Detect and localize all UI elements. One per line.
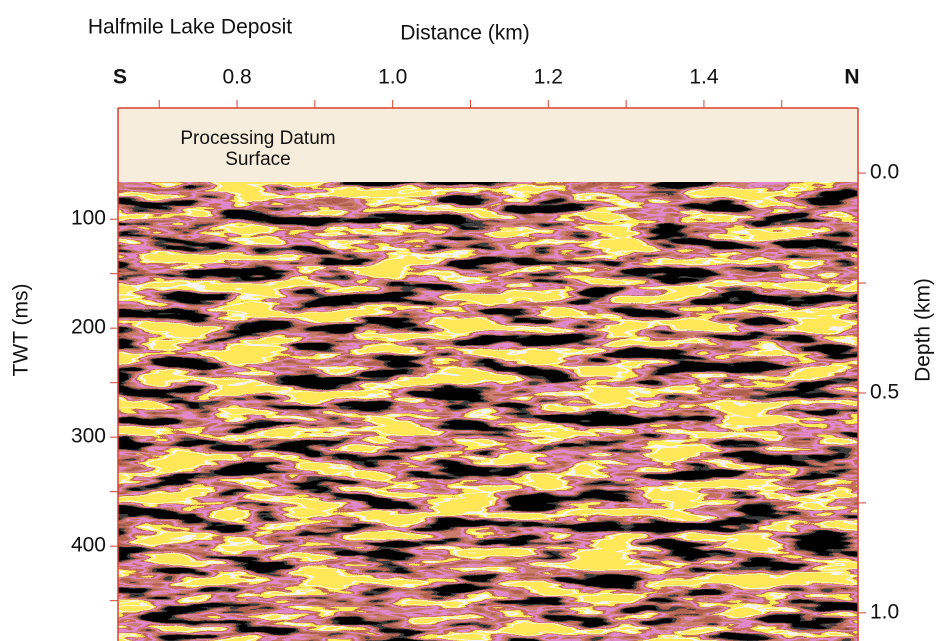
x-tick-label: 1.4 — [689, 66, 719, 89]
x-tick-label: 1.0 — [378, 66, 407, 89]
x-tick-label: 0.8 — [222, 66, 251, 89]
y-tick-label: 200 — [71, 316, 106, 339]
x-tick-label: 1.2 — [534, 66, 563, 89]
y2-tick-label: 0.5 — [870, 381, 899, 404]
seismic-section — [118, 182, 858, 641]
y2-axis-label: Depth (km) — [912, 278, 935, 382]
chart-title: Halfmile Lake Deposit — [88, 16, 292, 39]
y-tick-label: 100 — [71, 207, 106, 230]
end-label: S — [113, 66, 127, 89]
y2-tick-label: 1.0 — [870, 600, 899, 623]
y-tick-label: 300 — [71, 425, 106, 448]
y-tick-label: 400 — [71, 534, 106, 557]
annotation: Surface — [225, 149, 290, 170]
annotation: Processing Datum — [180, 128, 335, 149]
end-label: N — [844, 66, 859, 89]
y2-tick-label: 0.0 — [870, 161, 899, 184]
y-axis-label: TWT (ms) — [10, 284, 33, 377]
x-axis-label: Distance (km) — [400, 22, 530, 45]
